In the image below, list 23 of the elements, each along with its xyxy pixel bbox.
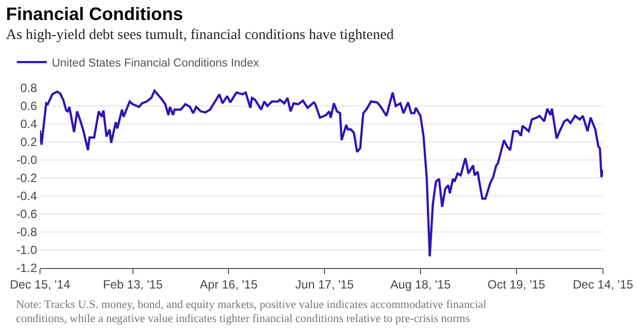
y-tick-label: 0.6 [20, 99, 38, 114]
chart-subtitle: As high-yield debt sees tumult, financial conditions have tightened [6, 27, 394, 44]
x-tick-label: Dec 15, '14 [10, 277, 70, 292]
y-tick-label: 0.8 [20, 81, 38, 96]
y-tick-label: 0.4 [20, 117, 38, 132]
x-tick-label: Jun 17, '15 [295, 277, 354, 292]
y-tick-label: -0.8 [16, 225, 38, 240]
x-tick-label: Feb 13, '15 [102, 277, 163, 292]
x-tick-label: Dec 14, '15 [572, 277, 634, 292]
y-tick-label: -0.2 [16, 171, 38, 186]
line-series [40, 90, 603, 258]
chart-title: Financial Conditions [6, 4, 184, 25]
y-tick-label: -0.0 [16, 153, 38, 168]
y-tick-label: 0.2 [20, 135, 38, 150]
y-tick-label: -0.6 [16, 207, 38, 222]
y-tick-label: -1.2 [16, 261, 38, 276]
x-tick-label: Aug 18, '15 [390, 277, 451, 292]
legend-label: United States Financial Conditions Index [52, 58, 260, 70]
text: Note: Tracks U.S. money, bond, and equity markets, positive value indicates accommodative financial conditions, while a negative value indicates tighter financial conditions relative to pre-crisis norms [16, 298, 488, 326]
x-tick-label: Oct 19, '15 [488, 277, 546, 292]
y-tick-label: -0.4 [16, 189, 38, 204]
x-tick-label: Apr 16, '15 [200, 277, 258, 292]
y-tick-label: -1.0 [16, 243, 38, 258]
